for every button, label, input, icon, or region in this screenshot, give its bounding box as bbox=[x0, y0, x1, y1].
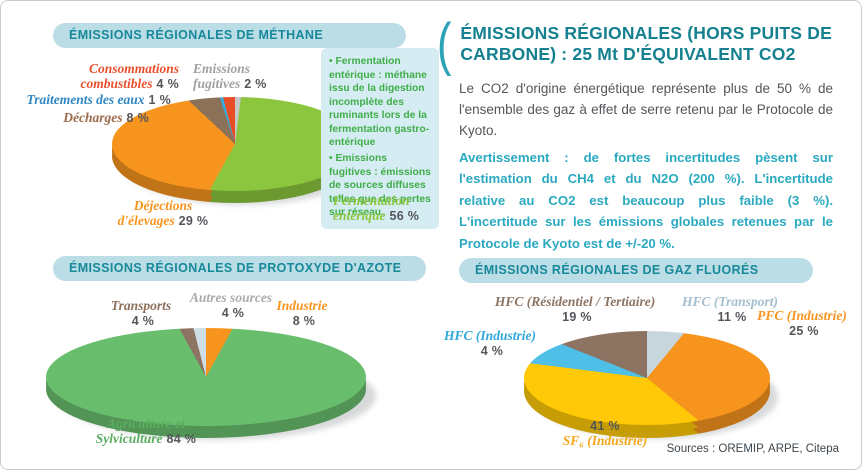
percent-value: 4 % bbox=[480, 344, 504, 359]
percent-value: 25 % bbox=[789, 324, 819, 339]
n2o-section-header: ÉMISSIONS RÉGIONALES DE PROTOXYDE D'AZOT… bbox=[53, 256, 426, 281]
co2-panel: ( ÉMISSIONS RÉGIONALES (HORS PUITS DE CA… bbox=[437, 12, 841, 77]
pie-label-pfc-industrie: PFC (Industrie) 25 % bbox=[757, 308, 847, 339]
pie-label-industrie: Industrie 8 % bbox=[276, 298, 328, 329]
methane-section-header: ÉMISSIONS RÉGIONALES DE MÉTHANE bbox=[53, 23, 406, 48]
n2o-pie-chart bbox=[46, 328, 376, 440]
percent-value: 29 % bbox=[178, 214, 209, 229]
uncertainty-warning: Avertissement : de fortes incertitudes p… bbox=[459, 150, 833, 251]
methane-definitions-note: • Fermentation entérique : méthane issu … bbox=[321, 48, 439, 229]
note-item: • Fermentation entérique : méthane issu … bbox=[329, 56, 430, 149]
pie-label-autres-sources: Autres sources 4 % bbox=[189, 290, 273, 321]
percent-value: 4 % bbox=[156, 77, 179, 92]
percent-value: 41 % bbox=[590, 419, 620, 433]
percent-value: 1 % bbox=[148, 93, 171, 107]
fluorinated-gas-section-header: ÉMISSIONS RÉGIONALES DE GAZ FLUORÉS bbox=[459, 258, 813, 283]
percent-value: 11 % bbox=[717, 310, 747, 325]
percent-value: 2 % bbox=[244, 77, 267, 92]
pie-label-hfc-industrie: HFC (Industrie) 4 % bbox=[444, 328, 536, 359]
sources-credit: Sources : OREMIP, ARPE, Citepa bbox=[666, 443, 839, 455]
percent-value: 8 % bbox=[292, 314, 316, 329]
pie-label-hfc-transport: HFC (Transport) 11 % bbox=[682, 294, 778, 325]
pie-label-agriculture-sylviculture: Agriculture et Sylviculture 84 % bbox=[95, 416, 197, 447]
percent-value: 4 % bbox=[221, 306, 245, 321]
open-paren-decoration: ( bbox=[437, 12, 452, 77]
pie-label-emissions-fugitives: Emissions fugitives 2 % bbox=[193, 61, 267, 92]
fluorinated-gas-pie-chart bbox=[524, 331, 778, 439]
percent-value: 4 % bbox=[131, 314, 155, 329]
percent-value: 19 % bbox=[562, 310, 592, 325]
co2-panel-title: ÉMISSIONS RÉGIONALES (HORS PUITS DE CARB… bbox=[460, 23, 832, 65]
pie-label-dejections-elevages: Déjections d'élevages 29 % bbox=[117, 198, 209, 229]
co2-paragraph: Le CO2 d'origine énergétique représente … bbox=[459, 81, 833, 138]
pie-label-hfc-residentiel-tertiaire: HFC (Résidentiel / Tertiaire) 19 % bbox=[494, 294, 656, 325]
pie-label-traitements-des-eaux: Traitements des eaux 1 % bbox=[26, 92, 171, 107]
pie-label-consommations-combustibles: Consommations combustibles 4 % bbox=[80, 61, 179, 92]
pie-label-sf6-industrie: SF₆ (Industrie) 41 % bbox=[562, 419, 648, 449]
percent-value: 8 % bbox=[126, 111, 149, 125]
percent-value: 56 % bbox=[389, 209, 420, 224]
pie-label-fermentation-enterique: Fermentation entérique 56 % bbox=[333, 193, 420, 224]
pie-label-decharges: Décharges 8 % bbox=[63, 110, 149, 125]
note-item: • Emissions fugitives : émissions de sou… bbox=[329, 153, 431, 219]
pie-label-transports: Transports 4 % bbox=[110, 298, 172, 329]
percent-value: 84 % bbox=[166, 432, 197, 447]
